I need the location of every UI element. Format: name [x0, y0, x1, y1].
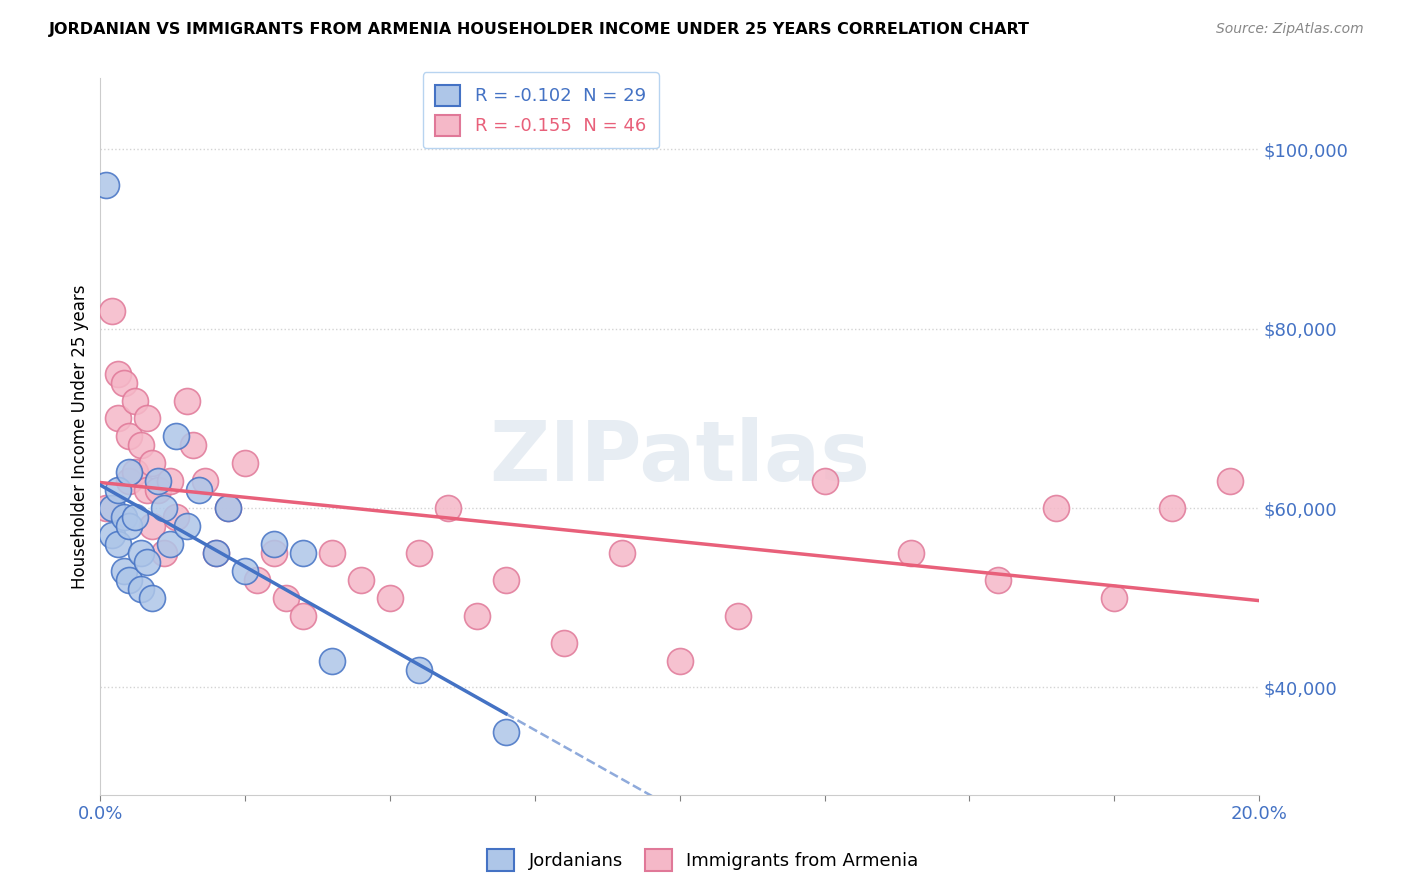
Point — [124, 465, 146, 479]
Point — [292, 608, 315, 623]
Point — [900, 546, 922, 560]
Point — [107, 411, 129, 425]
Point — [124, 510, 146, 524]
Point — [118, 429, 141, 443]
Point — [187, 483, 209, 498]
Point — [107, 367, 129, 381]
Point — [1102, 591, 1125, 605]
Legend: Jordanians, Immigrants from Armenia: Jordanians, Immigrants from Armenia — [481, 842, 925, 879]
Point — [233, 456, 256, 470]
Point — [107, 537, 129, 551]
Y-axis label: Householder Income Under 25 years: Householder Income Under 25 years — [72, 285, 89, 589]
Point — [101, 303, 124, 318]
Point — [321, 654, 343, 668]
Point — [153, 546, 176, 560]
Point — [292, 546, 315, 560]
Point — [194, 474, 217, 488]
Text: ZIPatlas: ZIPatlas — [489, 417, 870, 499]
Point — [181, 438, 204, 452]
Point — [129, 582, 152, 596]
Point — [1161, 501, 1184, 516]
Point — [176, 393, 198, 408]
Point — [129, 438, 152, 452]
Point — [112, 376, 135, 390]
Point — [246, 573, 269, 587]
Text: JORDANIAN VS IMMIGRANTS FROM ARMENIA HOUSEHOLDER INCOME UNDER 25 YEARS CORRELATI: JORDANIAN VS IMMIGRANTS FROM ARMENIA HOU… — [49, 22, 1031, 37]
Point — [94, 178, 117, 193]
Point — [987, 573, 1010, 587]
Text: Source: ZipAtlas.com: Source: ZipAtlas.com — [1216, 22, 1364, 37]
Point — [118, 465, 141, 479]
Point — [1219, 474, 1241, 488]
Point — [727, 608, 749, 623]
Point — [610, 546, 633, 560]
Point — [101, 528, 124, 542]
Point — [118, 573, 141, 587]
Point — [159, 537, 181, 551]
Point — [124, 393, 146, 408]
Point — [1045, 501, 1067, 516]
Point — [165, 510, 187, 524]
Point — [148, 474, 170, 488]
Point — [176, 519, 198, 533]
Point — [263, 546, 285, 560]
Point — [350, 573, 373, 587]
Point — [135, 411, 157, 425]
Point — [153, 501, 176, 516]
Point — [408, 663, 430, 677]
Point — [233, 564, 256, 578]
Point — [495, 725, 517, 739]
Point — [148, 483, 170, 498]
Point — [165, 429, 187, 443]
Point — [217, 501, 239, 516]
Point — [118, 519, 141, 533]
Point — [321, 546, 343, 560]
Point — [465, 608, 488, 623]
Point — [101, 501, 124, 516]
Point — [553, 635, 575, 649]
Point — [217, 501, 239, 516]
Point — [107, 483, 129, 498]
Point — [141, 591, 163, 605]
Point — [205, 546, 228, 560]
Point — [141, 519, 163, 533]
Point — [813, 474, 835, 488]
Point — [159, 474, 181, 488]
Point — [378, 591, 401, 605]
Point — [129, 546, 152, 560]
Point — [118, 474, 141, 488]
Point — [408, 546, 430, 560]
Point — [141, 456, 163, 470]
Point — [263, 537, 285, 551]
Point — [135, 555, 157, 569]
Point — [274, 591, 297, 605]
Point — [112, 564, 135, 578]
Point — [205, 546, 228, 560]
Point — [437, 501, 460, 516]
Point — [135, 483, 157, 498]
Point — [495, 573, 517, 587]
Point — [94, 501, 117, 516]
Point — [668, 654, 690, 668]
Point — [112, 510, 135, 524]
Legend: R = -0.102  N = 29, R = -0.155  N = 46: R = -0.102 N = 29, R = -0.155 N = 46 — [423, 72, 659, 148]
